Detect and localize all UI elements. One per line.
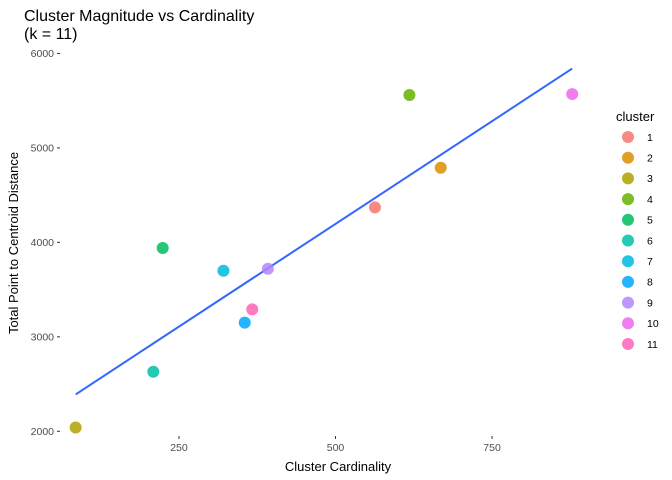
legend-key-2 (622, 151, 634, 164)
point-cluster-8 (238, 316, 251, 329)
x-axis: 250 500 750 (170, 436, 501, 454)
y-axis-title: Total Point to Centroid Distance (6, 152, 21, 334)
legend-key-5 (622, 213, 634, 226)
x-axis-title: Cluster Cardinality (285, 459, 392, 474)
plot-area (69, 67, 579, 434)
legend-label-2: 2 (647, 153, 653, 165)
x-tick-label: 500 (327, 442, 345, 454)
y-tick-label: 6000 (31, 48, 55, 60)
y-tick-label: 5000 (31, 142, 55, 154)
point-cluster-4 (403, 89, 416, 102)
legend-label-1: 1 (647, 132, 653, 144)
legend-label-6: 6 (647, 235, 653, 247)
point-cluster-7 (217, 264, 230, 277)
y-axis: 2000 3000 4000 5000 6000 (31, 48, 60, 438)
x-tick-label: 250 (170, 442, 188, 454)
point-cluster-1 (368, 201, 381, 214)
y-tick-label: 2000 (31, 426, 55, 438)
legend-key-4 (622, 193, 634, 206)
legend-key-11 (622, 338, 634, 350)
point-cluster-11 (246, 303, 259, 316)
legend-label-9: 9 (647, 297, 653, 309)
chart-title: Cluster Magnitude vs Cardinality (24, 8, 254, 25)
point-cluster-6 (147, 365, 160, 378)
legend-label-5: 5 (647, 215, 653, 227)
legend-title: cluster (616, 109, 655, 124)
legend-key-9 (622, 296, 634, 309)
point-cluster-9 (261, 262, 274, 275)
legend-key-7 (622, 255, 634, 268)
legend-label-10: 10 (647, 318, 659, 330)
point-cluster-5 (156, 242, 169, 255)
legend-label-7: 7 (647, 256, 653, 268)
y-tick-label: 4000 (31, 237, 55, 249)
legend: cluster 1 2 3 4 5 6 7 8 9 10 11 (616, 109, 659, 351)
legend-label-8: 8 (647, 277, 653, 289)
legend-key-1 (622, 131, 634, 143)
legend-label-3: 3 (647, 173, 653, 185)
point-cluster-2 (434, 161, 447, 174)
legend-key-3 (622, 172, 634, 185)
legend-label-4: 4 (647, 194, 653, 206)
legend-key-8 (622, 275, 634, 288)
legend-key-10 (622, 317, 634, 330)
y-tick-label: 3000 (31, 331, 55, 343)
chart-subtitle: (k = 11) (24, 26, 78, 43)
x-tick-label: 750 (483, 442, 501, 454)
point-cluster-10 (566, 88, 579, 101)
trend-line (75, 67, 573, 396)
legend-label-11: 11 (647, 339, 658, 351)
legend-key-6 (622, 234, 634, 247)
point-cluster-3 (69, 421, 82, 434)
